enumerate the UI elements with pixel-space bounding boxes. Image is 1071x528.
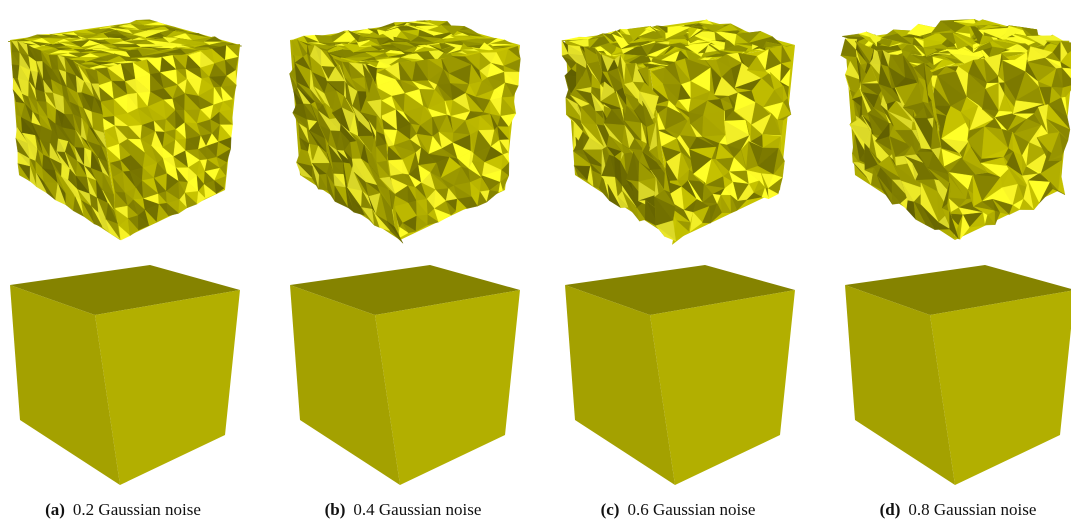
caption: (c) 0.6 Gaussian noise <box>601 500 756 519</box>
caption-label: (b) <box>325 500 346 519</box>
caption-label: (a) <box>45 500 65 519</box>
caption: (d) 0.8 Gaussian noise <box>880 500 1037 519</box>
panel: (b) 0.4 Gaussian noise <box>290 20 521 519</box>
smooth-face <box>375 290 520 485</box>
caption-text: 0.6 Gaussian noise <box>627 500 755 519</box>
panel: (c) 0.6 Gaussian noise <box>562 19 795 518</box>
caption-label: (c) <box>601 500 620 519</box>
panel: (a) 0.2 Gaussian noise <box>8 20 241 519</box>
smooth-face <box>930 290 1071 485</box>
caption-label: (d) <box>880 500 901 519</box>
caption-text: 0.8 Gaussian noise <box>908 500 1036 519</box>
figure: (a) 0.2 Gaussian noise (b) 0.4 Gaussian noi… <box>0 0 1071 528</box>
caption-text: 0.4 Gaussian noise <box>353 500 481 519</box>
panel: (d) 0.8 Gaussian noise <box>841 19 1071 518</box>
caption-text: 0.2 Gaussian noise <box>73 500 201 519</box>
caption: (a) 0.2 Gaussian noise <box>45 500 201 519</box>
smooth-face <box>650 290 795 485</box>
caption: (b) 0.4 Gaussian noise <box>325 500 482 519</box>
smooth-face <box>95 290 240 485</box>
